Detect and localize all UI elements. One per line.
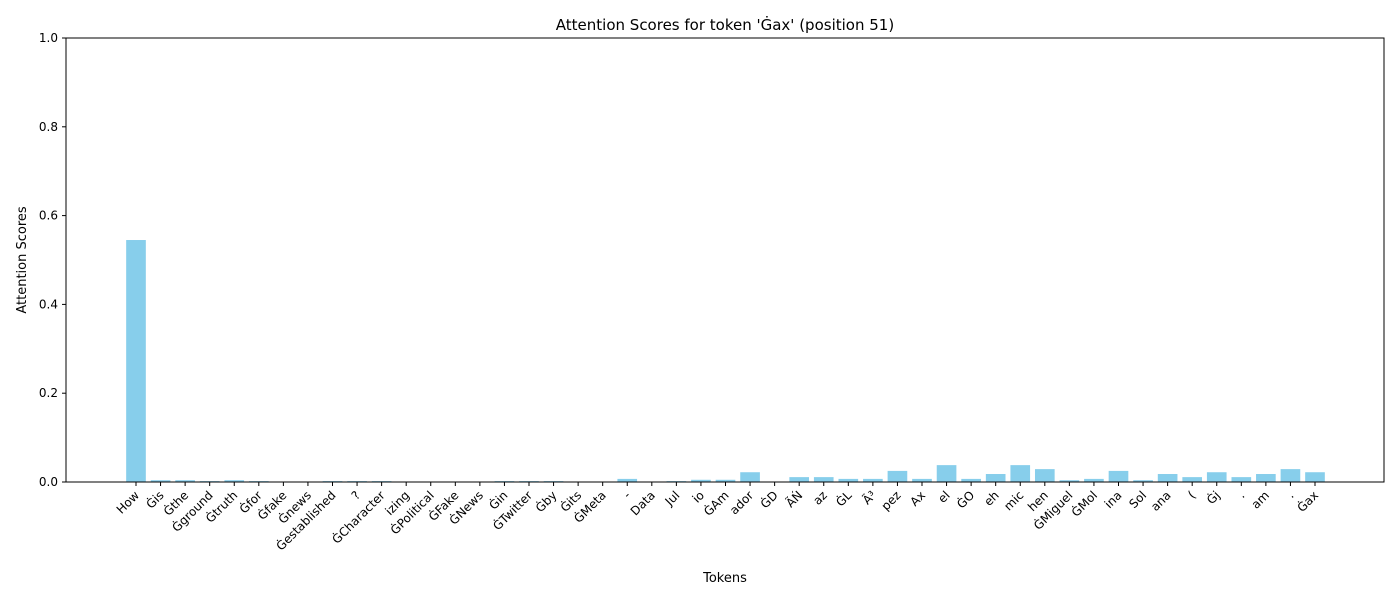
x-tick-label: Ã³ xyxy=(859,487,879,507)
bar xyxy=(175,480,195,482)
x-tick-label: pez xyxy=(879,488,904,513)
y-tick-label: 0.4 xyxy=(39,297,58,311)
bar xyxy=(838,478,859,482)
bar xyxy=(150,480,171,482)
x-tick-label: am xyxy=(1249,488,1272,511)
y-axis: 0.0 0.2 0.4 0.6 0.8 1.0 xyxy=(39,31,66,489)
x-axis: How ĠisĠtheĠgroundĠtruthĠforĠfakeĠnewsĠes… xyxy=(114,482,1321,553)
bar xyxy=(887,470,908,482)
x-tick-label: . xyxy=(1284,488,1297,501)
x-tick-label: ĠL xyxy=(832,487,855,510)
x-tick-label: eh xyxy=(981,488,1002,509)
x-tick-label: Jul xyxy=(662,488,683,509)
bar xyxy=(1010,465,1031,482)
bar xyxy=(789,477,810,482)
x-tick-label: - xyxy=(620,488,633,501)
x-tick-label: Sol xyxy=(1126,488,1149,511)
x-tick-label: ÃŃ xyxy=(783,488,806,511)
bar xyxy=(1256,474,1276,482)
bar xyxy=(691,479,711,482)
x-tick-label: Ġby xyxy=(531,487,559,515)
bar xyxy=(1206,472,1227,482)
bar xyxy=(126,240,146,482)
bar xyxy=(1084,478,1104,482)
y-tick-label: 0.8 xyxy=(39,120,58,134)
x-axis-label: Tokens xyxy=(702,571,747,586)
bar xyxy=(912,478,932,482)
x-tick-label: io xyxy=(690,488,707,505)
x-tick-label: . xyxy=(1235,488,1248,501)
bar xyxy=(1108,470,1129,482)
x-tick-label: Ġax xyxy=(1293,487,1321,515)
bar xyxy=(813,477,834,482)
bar xyxy=(715,479,736,482)
bar xyxy=(617,478,638,482)
bar xyxy=(1034,469,1055,482)
x-tick-label: Ġj xyxy=(1203,487,1223,507)
plot-frame xyxy=(65,37,1385,483)
bar xyxy=(1059,480,1080,482)
bar xyxy=(961,478,981,482)
bar xyxy=(1280,469,1301,482)
x-tick-label: ĠAm xyxy=(700,487,732,519)
bar xyxy=(1231,477,1252,482)
y-axis-label: Attention Scores xyxy=(15,206,30,314)
x-tick-label: ina xyxy=(1102,488,1125,511)
y-tick-label: 0.6 xyxy=(39,209,58,223)
x-tick-label: ĠMol xyxy=(1067,487,1100,520)
y-tick-label: 1.0 xyxy=(39,31,58,45)
bar xyxy=(1305,472,1325,482)
bar xyxy=(985,474,1006,482)
x-tick-label: el xyxy=(935,488,952,505)
y-tick-label: 0.0 xyxy=(39,475,58,489)
x-tick-label: ĠO xyxy=(953,487,978,512)
x-tick-label: Data xyxy=(628,488,658,518)
x-tick-label: Ax xyxy=(907,488,928,509)
bar xyxy=(936,465,957,482)
bar xyxy=(1182,477,1203,482)
bar xyxy=(1133,480,1153,482)
x-tick-label: ( xyxy=(1185,488,1198,501)
x-tick-label: mic xyxy=(1001,488,1026,513)
x-tick-label: ana xyxy=(1148,488,1174,514)
x-tick-label: ĠD xyxy=(756,487,780,511)
bar xyxy=(1157,474,1178,482)
bar xyxy=(740,472,760,482)
x-tick-label: How xyxy=(114,488,143,517)
x-tick-label: ador xyxy=(727,488,756,517)
y-tick-label: 0.2 xyxy=(39,386,58,400)
x-tick-label: ? xyxy=(349,488,363,502)
chart-title: Attention Scores for token 'Ġax' (positi… xyxy=(556,15,894,34)
bars-group xyxy=(126,240,1325,482)
bar xyxy=(863,478,883,482)
bar xyxy=(224,480,245,482)
x-tick-label: az xyxy=(810,488,830,508)
